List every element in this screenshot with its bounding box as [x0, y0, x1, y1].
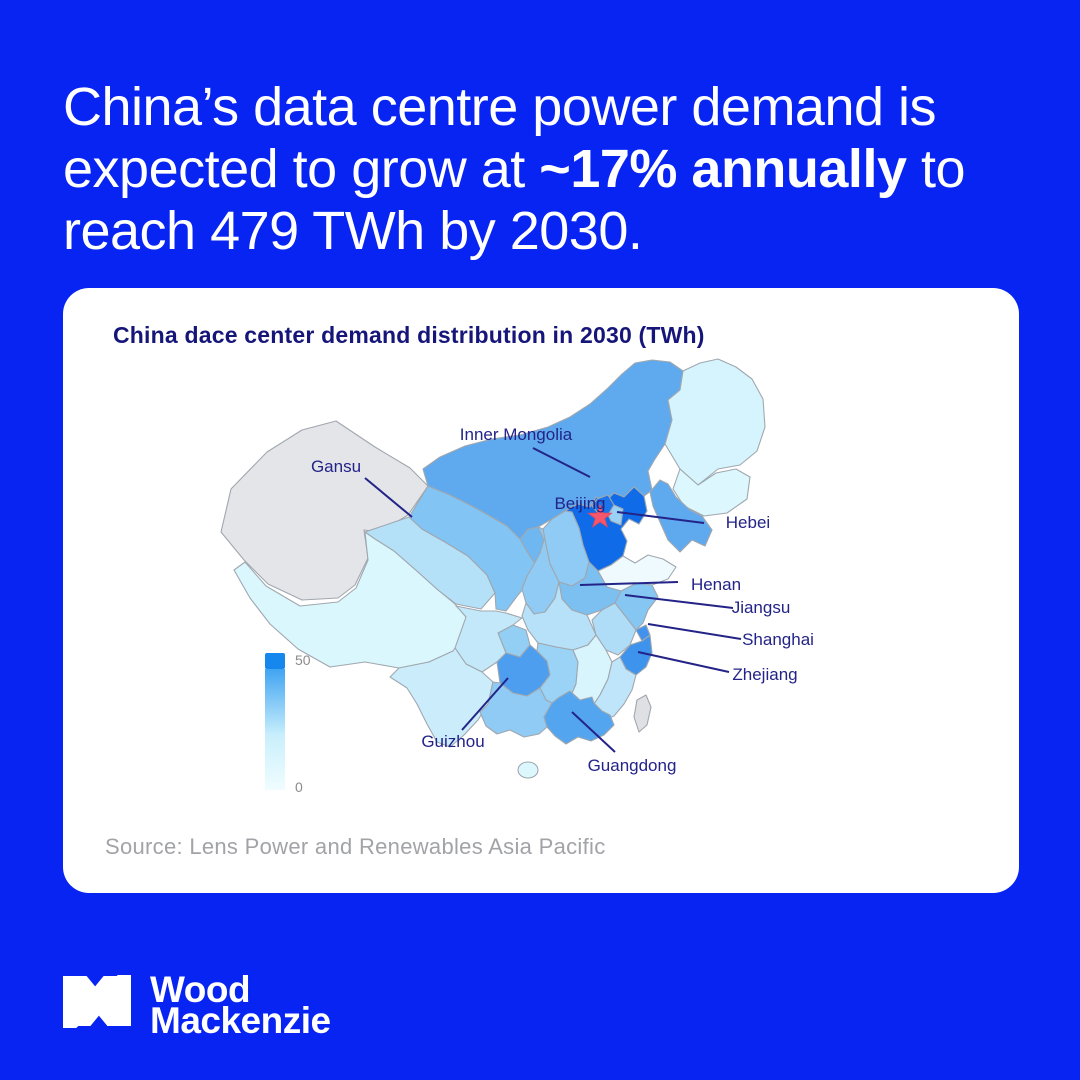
- source-note: Source: Lens Power and Renewables Asia P…: [105, 834, 606, 859]
- brand-wordmark: Wood Mackenzie: [150, 971, 331, 1039]
- chart-card: China dace center demand distribution in…: [63, 288, 1019, 893]
- headline-line1: China’s data centre power demand is: [63, 77, 937, 137]
- brand-word-2: Mackenzie: [150, 1000, 331, 1041]
- chart-title: China dace center demand distribution in…: [113, 322, 705, 348]
- headline-line2-post: to: [906, 139, 966, 199]
- brand-word-1: Wood: [150, 969, 251, 1010]
- brand-logo: Wood Mackenzie: [63, 971, 331, 1039]
- headline: China’s data centre power demand is expe…: [63, 76, 1023, 262]
- headline-line3: reach 479 TWh by 2030.: [63, 201, 643, 261]
- headline-emphasis: ~17% annually: [539, 139, 907, 199]
- headline-line2-pre: expected to grow at: [63, 139, 540, 199]
- woodmac-logo-icon: [63, 975, 131, 1028]
